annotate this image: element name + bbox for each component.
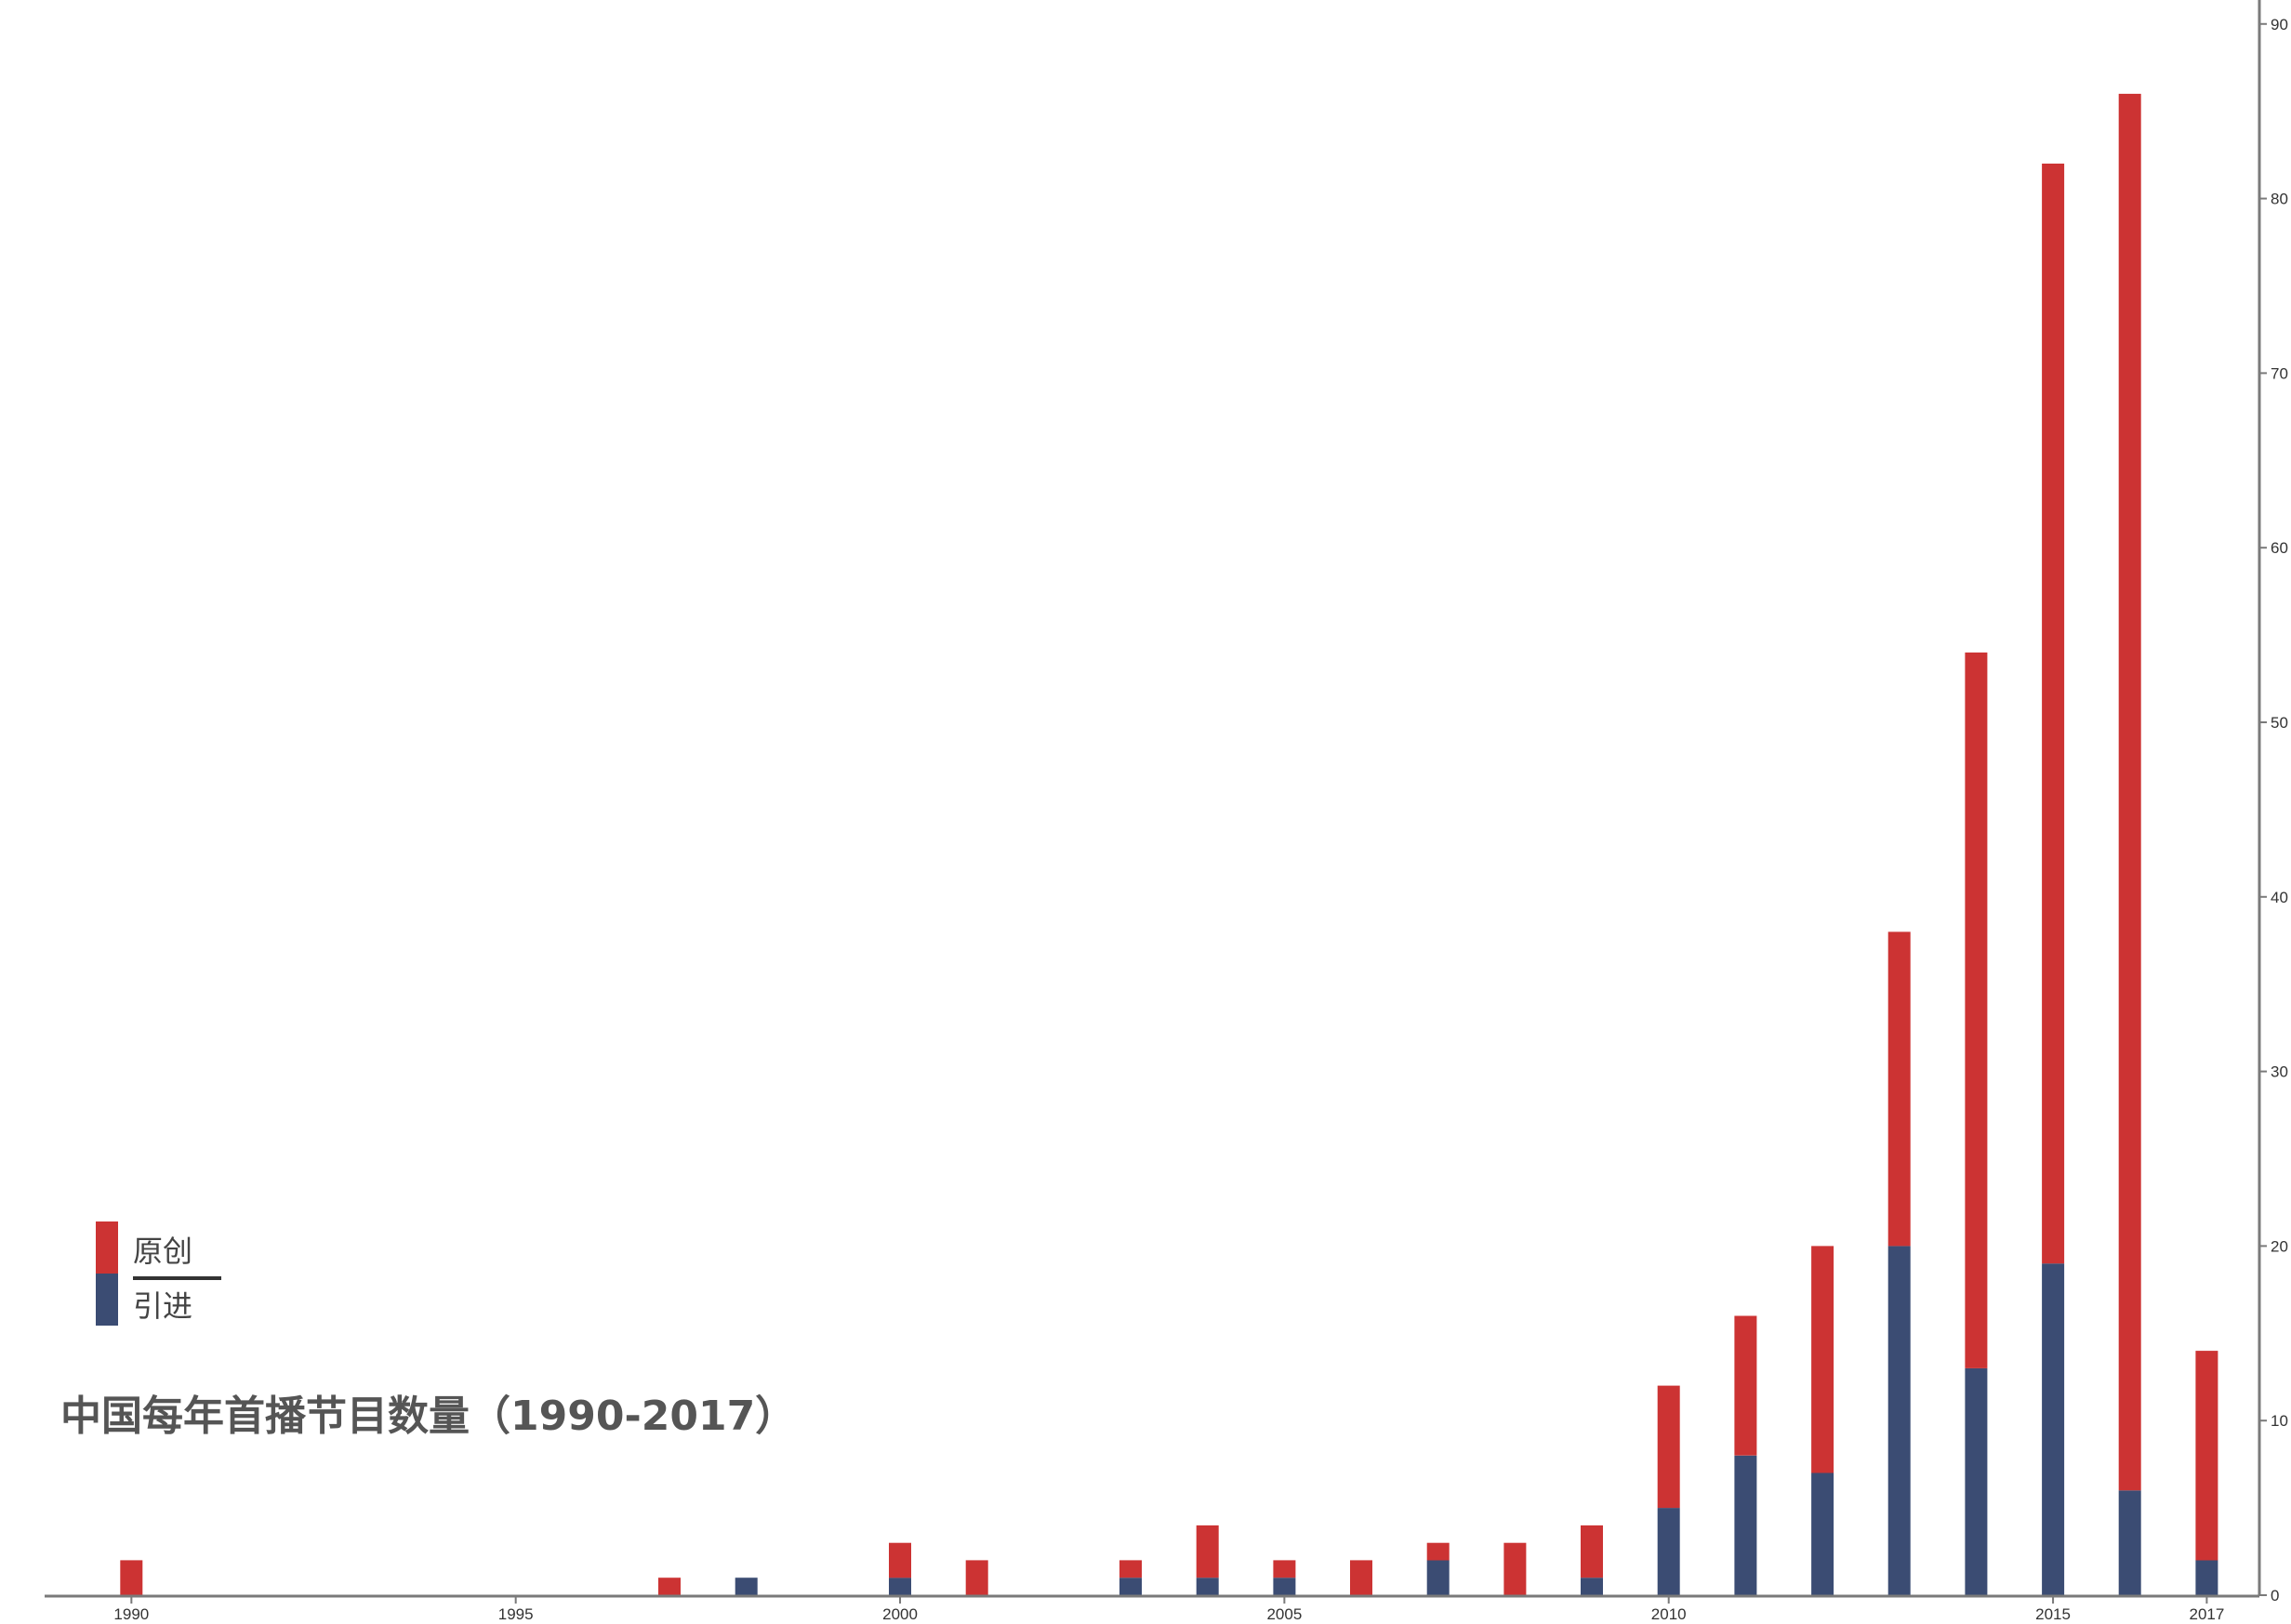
x-tick-label-2005: 2005: [1266, 1605, 1302, 1623]
bar-2013-original: [1887, 931, 1911, 1247]
bar-2010-original: [1657, 1385, 1680, 1509]
bar-2017-original: [2195, 1351, 2218, 1561]
bar-2001-original: [965, 1560, 988, 1595]
y-tick-label-30: 30: [2271, 1063, 2288, 1081]
bar-2010-imported: [1657, 1508, 1680, 1595]
bar-2007-original: [1426, 1542, 1450, 1561]
y-tick-label-20: 20: [2271, 1237, 2288, 1255]
legend-swatch-imported: [96, 1274, 118, 1326]
bar-2012-original: [1811, 1246, 1834, 1473]
y-tick-label-0: 0: [2271, 1587, 2279, 1604]
bar-2000-imported: [889, 1578, 911, 1595]
bar-2004-imported: [1196, 1578, 1219, 1595]
bar-2008-original: [1503, 1542, 1527, 1595]
bar-2015-imported: [2042, 1263, 2065, 1595]
x-tick-label-2000: 2000: [882, 1605, 918, 1623]
y-tick-label-40: 40: [2271, 889, 2288, 906]
bar-2014-imported: [1965, 1367, 1988, 1595]
bar-2011-imported: [1734, 1455, 1757, 1595]
bar-2004-original: [1196, 1525, 1219, 1578]
chart-title: 中国每年首播节目数量（1990-2017）: [60, 1393, 796, 1440]
legend-label-imported: 引进: [133, 1288, 192, 1324]
bar-2005-original: [1273, 1560, 1296, 1578]
y-tick-label-60: 60: [2271, 539, 2288, 557]
bar-2016-imported: [2118, 1490, 2141, 1595]
y-tick-label-80: 80: [2271, 191, 2288, 208]
x-tick-label-2017: 2017: [2189, 1605, 2224, 1623]
x-tick-label-2015: 2015: [2035, 1605, 2071, 1623]
y-tick-label-90: 90: [2271, 16, 2288, 33]
y-tick-label-70: 70: [2271, 364, 2288, 382]
bar-2007-imported: [1426, 1560, 1450, 1595]
bar-2003-original: [1119, 1560, 1142, 1578]
bar-2013-imported: [1887, 1246, 1911, 1595]
bar-2016-original: [2118, 93, 2141, 1491]
bar-2012-imported: [1811, 1472, 1834, 1595]
y-tick-label-10: 10: [2271, 1412, 2288, 1430]
bars-layer: [120, 93, 2218, 1595]
bar-1997-original: [658, 1578, 681, 1595]
bar-2005-imported: [1273, 1578, 1296, 1595]
bar-2009-original: [1581, 1525, 1603, 1578]
bar-2017-imported: [2195, 1560, 2218, 1595]
y-tick-label-50: 50: [2271, 714, 2288, 732]
bar-1998-imported: [735, 1578, 758, 1595]
bar-2006-original: [1350, 1560, 1372, 1595]
legend: 原创 引进: [96, 1221, 221, 1326]
bar-2014-original: [1965, 652, 1988, 1368]
bar-1990-original: [120, 1560, 143, 1595]
bar-2011-original: [1734, 1315, 1757, 1456]
legend-swatch-original: [96, 1221, 118, 1274]
bar-2009-imported: [1581, 1578, 1603, 1595]
bar-2000-original: [889, 1542, 911, 1578]
bar-2003-imported: [1119, 1578, 1142, 1595]
x-tick-label-1990: 1990: [113, 1605, 149, 1623]
axes-layer: 1990 1995 2000 2005 2010 2015 2017 0 10 20 30 40 50 6…: [45, 0, 2288, 1623]
x-tick-label-1995: 1995: [498, 1605, 534, 1623]
x-tick-label-2010: 2010: [1651, 1605, 1687, 1623]
bar-2015-original: [2042, 164, 2065, 1264]
legend-label-original: 原创: [133, 1234, 192, 1269]
